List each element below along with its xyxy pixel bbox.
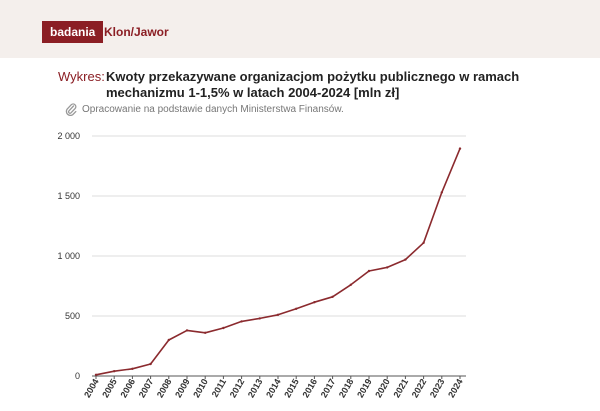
data-point bbox=[295, 307, 298, 310]
source-note: Opracowanie na podstawie danych Minister… bbox=[82, 104, 344, 115]
x-tick-label: 2013 bbox=[246, 377, 265, 399]
data-point bbox=[149, 362, 152, 366]
data-point bbox=[167, 338, 170, 342]
x-tick-label: 2014 bbox=[264, 377, 283, 399]
data-point bbox=[331, 295, 334, 298]
x-tick-label: 2005 bbox=[100, 377, 119, 399]
x-tick-label: 2021 bbox=[391, 377, 410, 399]
x-tick-label: 2015 bbox=[282, 377, 301, 399]
x-tick-label: 2024 bbox=[446, 377, 465, 399]
data-point bbox=[458, 147, 462, 150]
x-tick-label: 2017 bbox=[319, 377, 338, 399]
paperclip-icon bbox=[65, 103, 77, 116]
x-tick-label: 2006 bbox=[118, 377, 137, 399]
y-tick-label: 2 000 bbox=[57, 131, 80, 141]
y-tick-label: 1 500 bbox=[57, 191, 80, 201]
top-bar: badania Klon/Jawor bbox=[0, 0, 600, 58]
data-point bbox=[204, 331, 207, 334]
data-point bbox=[131, 367, 134, 370]
data-point bbox=[422, 241, 425, 244]
x-tick-label: 2008 bbox=[155, 377, 174, 399]
x-tick-label: 2012 bbox=[228, 377, 247, 399]
chart-prefix: Wykres: bbox=[58, 69, 105, 84]
x-tick-label: 2016 bbox=[300, 377, 319, 399]
x-tick-label: 2022 bbox=[410, 377, 429, 399]
y-tick-label: 0 bbox=[75, 371, 80, 381]
y-tick-label: 1 000 bbox=[57, 251, 80, 261]
data-point bbox=[258, 317, 261, 320]
x-tick-label: 2018 bbox=[337, 377, 356, 399]
data-point bbox=[440, 191, 443, 194]
x-tick-label: 2019 bbox=[355, 377, 374, 399]
x-tick-label: 2010 bbox=[191, 377, 210, 399]
x-tick-label: 2023 bbox=[428, 377, 447, 399]
x-tick-label: 2007 bbox=[137, 377, 156, 399]
chart-title: Kwoty przekazywane organizacjom pożytku … bbox=[106, 69, 520, 100]
data-point bbox=[276, 313, 280, 316]
y-tick-label: 500 bbox=[65, 311, 80, 321]
data-point bbox=[113, 370, 116, 373]
brand-badge[interactable]: badania bbox=[42, 21, 104, 43]
data-point bbox=[349, 283, 352, 286]
data-point bbox=[185, 329, 189, 332]
data-point bbox=[386, 266, 389, 269]
x-tick-label: 2009 bbox=[173, 377, 192, 399]
data-point bbox=[313, 301, 316, 304]
data-point bbox=[367, 269, 371, 273]
x-tick-label: 2004 bbox=[82, 377, 101, 399]
data-point bbox=[94, 373, 98, 376]
data-point bbox=[240, 320, 243, 323]
data-point bbox=[404, 258, 407, 261]
x-tick-label: 2020 bbox=[373, 377, 392, 399]
brand-name[interactable]: Klon/Jawor bbox=[104, 25, 169, 39]
series-line bbox=[95, 148, 461, 376]
x-tick-label: 2011 bbox=[210, 377, 228, 399]
data-point bbox=[222, 326, 225, 330]
